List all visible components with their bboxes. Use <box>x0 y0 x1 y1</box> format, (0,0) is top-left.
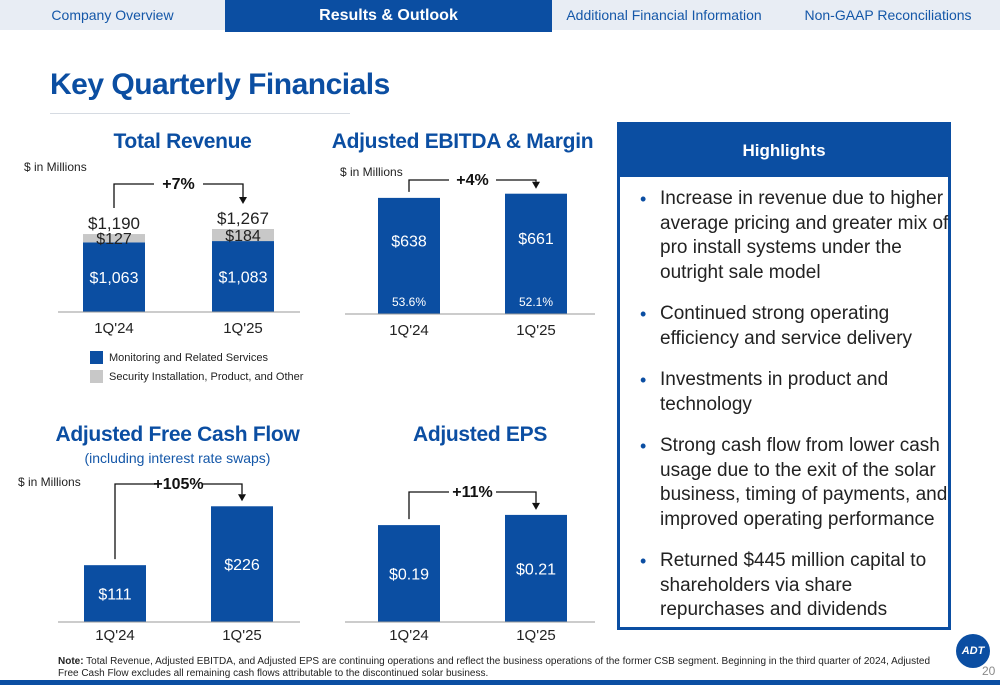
page-title: Key Quarterly Financials <box>50 68 390 101</box>
bar <box>84 565 146 622</box>
bullet-icon: • <box>640 551 647 571</box>
change-bracket-right <box>203 183 244 198</box>
adjusted-ebitda-unit: $ in Millions <box>340 165 403 179</box>
data-label-security-installation: $127 <box>96 231 132 248</box>
highlight-item: • Continued strong operating efficiency a… <box>638 302 950 351</box>
highlight-text: Continued strong operating efficiency an… <box>660 303 913 349</box>
legend-item-security-installation: Security Installation, Product, and Othe… <box>90 370 303 383</box>
category-label: 1Q'24 <box>94 320 134 337</box>
bar-monitoring <box>83 242 145 312</box>
change-bracket-left <box>408 491 449 520</box>
data-label-security-installation: $184 <box>225 228 261 245</box>
change-label: +4% <box>456 172 488 189</box>
arrow-head-icon <box>239 197 247 205</box>
margin-label: 52.1% <box>519 295 553 309</box>
data-label: $0.21 <box>516 561 556 578</box>
total-revenue-title: Total Revenue <box>113 130 252 153</box>
adjusted-fcf-subtitle: (including interest rate swaps) <box>84 450 271 466</box>
footnote-label: Note: <box>58 656 84 667</box>
change-bracket-right <box>202 483 243 495</box>
bullet-icon: • <box>640 436 647 456</box>
category-label: 1Q'24 <box>389 322 429 339</box>
change-bracket-left <box>113 183 154 209</box>
data-label: $638 <box>391 234 427 251</box>
bottom-bar <box>0 680 1000 685</box>
adjusted-fcf-unit: $ in Millions <box>18 475 81 489</box>
change-label: +7% <box>162 176 194 193</box>
bar <box>505 514 567 622</box>
adjusted-ebitda-title: Adjusted EBITDA & Margin <box>331 130 594 153</box>
margin-label: 53.6% <box>392 295 426 309</box>
bar <box>378 525 440 622</box>
tab-non-gaap-reconciliations[interactable]: Non-GAAP Reconciliations <box>804 7 972 23</box>
legend-swatch-monitoring <box>90 351 103 364</box>
category-label: 1Q'25 <box>516 322 556 339</box>
highlight-text: Investments in product and technology <box>660 369 889 415</box>
adt-logo: ADT <box>956 634 990 668</box>
legend-label-security-installation: Security Installation, Product, and Othe… <box>109 370 304 383</box>
highlight-text: Strong cash flow from lower cash usage d… <box>660 435 948 530</box>
data-label-monitoring: $1,083 <box>219 270 268 287</box>
legend-swatch-security-installation <box>90 370 103 383</box>
data-label-monitoring: $1,063 <box>90 270 139 287</box>
arrow-head-icon <box>532 502 540 510</box>
change-bracket-left <box>408 179 449 192</box>
category-label: 1Q'24 <box>389 627 429 644</box>
highlight-item: • Increase in revenue due to higher avera… <box>638 187 950 285</box>
category-label: 1Q'25 <box>516 627 556 644</box>
data-label: $0.19 <box>389 567 429 584</box>
bullet-icon: • <box>640 304 647 324</box>
highlight-item: • Strong cash flow from lower cash usage … <box>638 434 950 532</box>
data-label-total: $1,190 <box>88 214 140 233</box>
data-label: $661 <box>518 231 554 248</box>
bar-monitoring <box>212 241 274 312</box>
tab-company-overview[interactable]: Company Overview <box>51 7 174 23</box>
data-label: $111 <box>98 587 131 604</box>
change-bracket-right <box>496 179 537 182</box>
footnote-text: Total Revenue, Adjusted EBITDA, and Adju… <box>58 656 931 679</box>
category-label: 1Q'25 <box>223 320 263 337</box>
change-label: +105% <box>153 476 203 493</box>
arrow-head-icon <box>238 494 246 502</box>
tab-results-outlook[interactable]: Results & Outlook <box>225 0 552 32</box>
highlight-text: Returned $445 million capital to shareho… <box>660 550 927 620</box>
legend-item-monitoring: Monitoring and Related Services <box>90 351 268 364</box>
total-revenue-unit: $ in Millions <box>24 160 87 174</box>
highlight-text: Increase in revenue due to higher averag… <box>660 188 949 283</box>
change-bracket-left <box>114 483 155 560</box>
data-label-total: $1,267 <box>217 209 269 228</box>
change-bracket-right <box>496 491 537 503</box>
data-label: $226 <box>224 557 260 574</box>
page-number: 20 <box>982 664 996 678</box>
bullet-icon: • <box>640 370 647 390</box>
highlight-item: • Returned $445 million capital to shareh… <box>638 549 950 623</box>
change-label: +11% <box>452 484 492 501</box>
tab-additional-financial-information[interactable]: Additional Financial Information <box>566 7 762 23</box>
category-label: 1Q'25 <box>222 627 262 644</box>
adjusted-fcf-title: Adjusted Free Cash Flow <box>55 423 300 446</box>
highlight-item: • Investments in product and technology <box>638 368 950 417</box>
bar-security-installation <box>83 234 145 243</box>
legend-label-monitoring: Monitoring and Related Services <box>109 351 268 364</box>
bar-security-installation <box>212 229 274 242</box>
highlights-title: Highlights <box>620 125 948 177</box>
bullet-icon: • <box>640 189 647 209</box>
top-nav: Company Overview Results & Outlook Addit… <box>0 0 1000 32</box>
footnote: Note: Total Revenue, Adjusted EBITDA, an… <box>58 656 938 680</box>
highlights-list: • Increase in revenue due to higher avera… <box>638 187 950 640</box>
bar <box>378 197 440 314</box>
bar <box>211 506 273 622</box>
bar <box>505 193 567 314</box>
highlights-panel: Highlights • Increase in revenue due to h… <box>617 122 951 630</box>
arrow-head-icon <box>532 181 540 189</box>
category-label: 1Q'24 <box>95 627 135 644</box>
title-divider <box>50 113 350 114</box>
adjusted-eps-title: Adjusted EPS <box>412 423 548 446</box>
